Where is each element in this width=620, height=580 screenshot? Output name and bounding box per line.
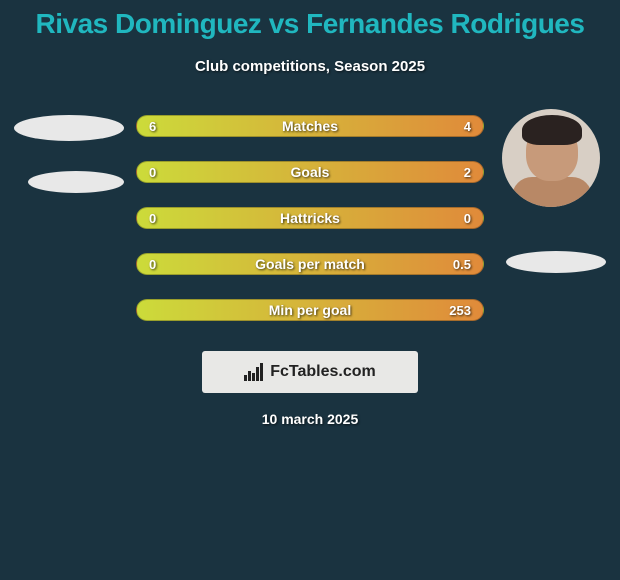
stat-right-value: 2	[431, 165, 471, 180]
player-left-column	[10, 115, 130, 193]
main-row: 6 Matches 4 0 Goals 2 0 Hattricks 0 0 Go…	[0, 115, 620, 321]
date-label: 10 march 2025	[0, 411, 620, 427]
player-left-placeholder-2	[28, 171, 124, 193]
stat-right-value: 0.5	[431, 257, 471, 272]
brand-logo[interactable]: FcTables.com	[202, 351, 418, 393]
stat-row-min-per-goal: Min per goal 253	[136, 299, 484, 321]
chart-icon	[244, 363, 264, 381]
stats-column: 6 Matches 4 0 Goals 2 0 Hattricks 0 0 Go…	[136, 115, 484, 321]
stat-label: Goals per match	[189, 256, 431, 272]
stat-label: Matches	[189, 118, 431, 134]
stat-right-value: 0	[431, 211, 471, 226]
comparison-card: Rivas Dominguez vs Fernandes Rodrigues C…	[0, 0, 620, 427]
brand-logo-text: FcTables.com	[270, 363, 376, 381]
player-right-column	[490, 115, 610, 273]
subtitle: Club competitions, Season 2025	[0, 58, 620, 75]
player-left-placeholder-1	[14, 115, 124, 141]
player-right-avatar	[502, 109, 600, 207]
stat-row-hattricks: 0 Hattricks 0	[136, 207, 484, 229]
stat-label: Goals	[189, 164, 431, 180]
player-right-placeholder	[506, 251, 606, 273]
stat-right-value: 253	[431, 303, 471, 318]
stat-row-goals-per-match: 0 Goals per match 0.5	[136, 253, 484, 275]
stat-left-value: 0	[149, 211, 189, 226]
stat-row-goals: 0 Goals 2	[136, 161, 484, 183]
stat-left-value: 0	[149, 165, 189, 180]
stat-left-value: 6	[149, 119, 189, 134]
page-title: Rivas Dominguez vs Fernandes Rodrigues	[0, 8, 620, 40]
stat-right-value: 4	[431, 119, 471, 134]
stat-left-value: 0	[149, 257, 189, 272]
stat-label: Hattricks	[189, 210, 431, 226]
stat-label: Min per goal	[189, 302, 431, 318]
stat-row-matches: 6 Matches 4	[136, 115, 484, 137]
